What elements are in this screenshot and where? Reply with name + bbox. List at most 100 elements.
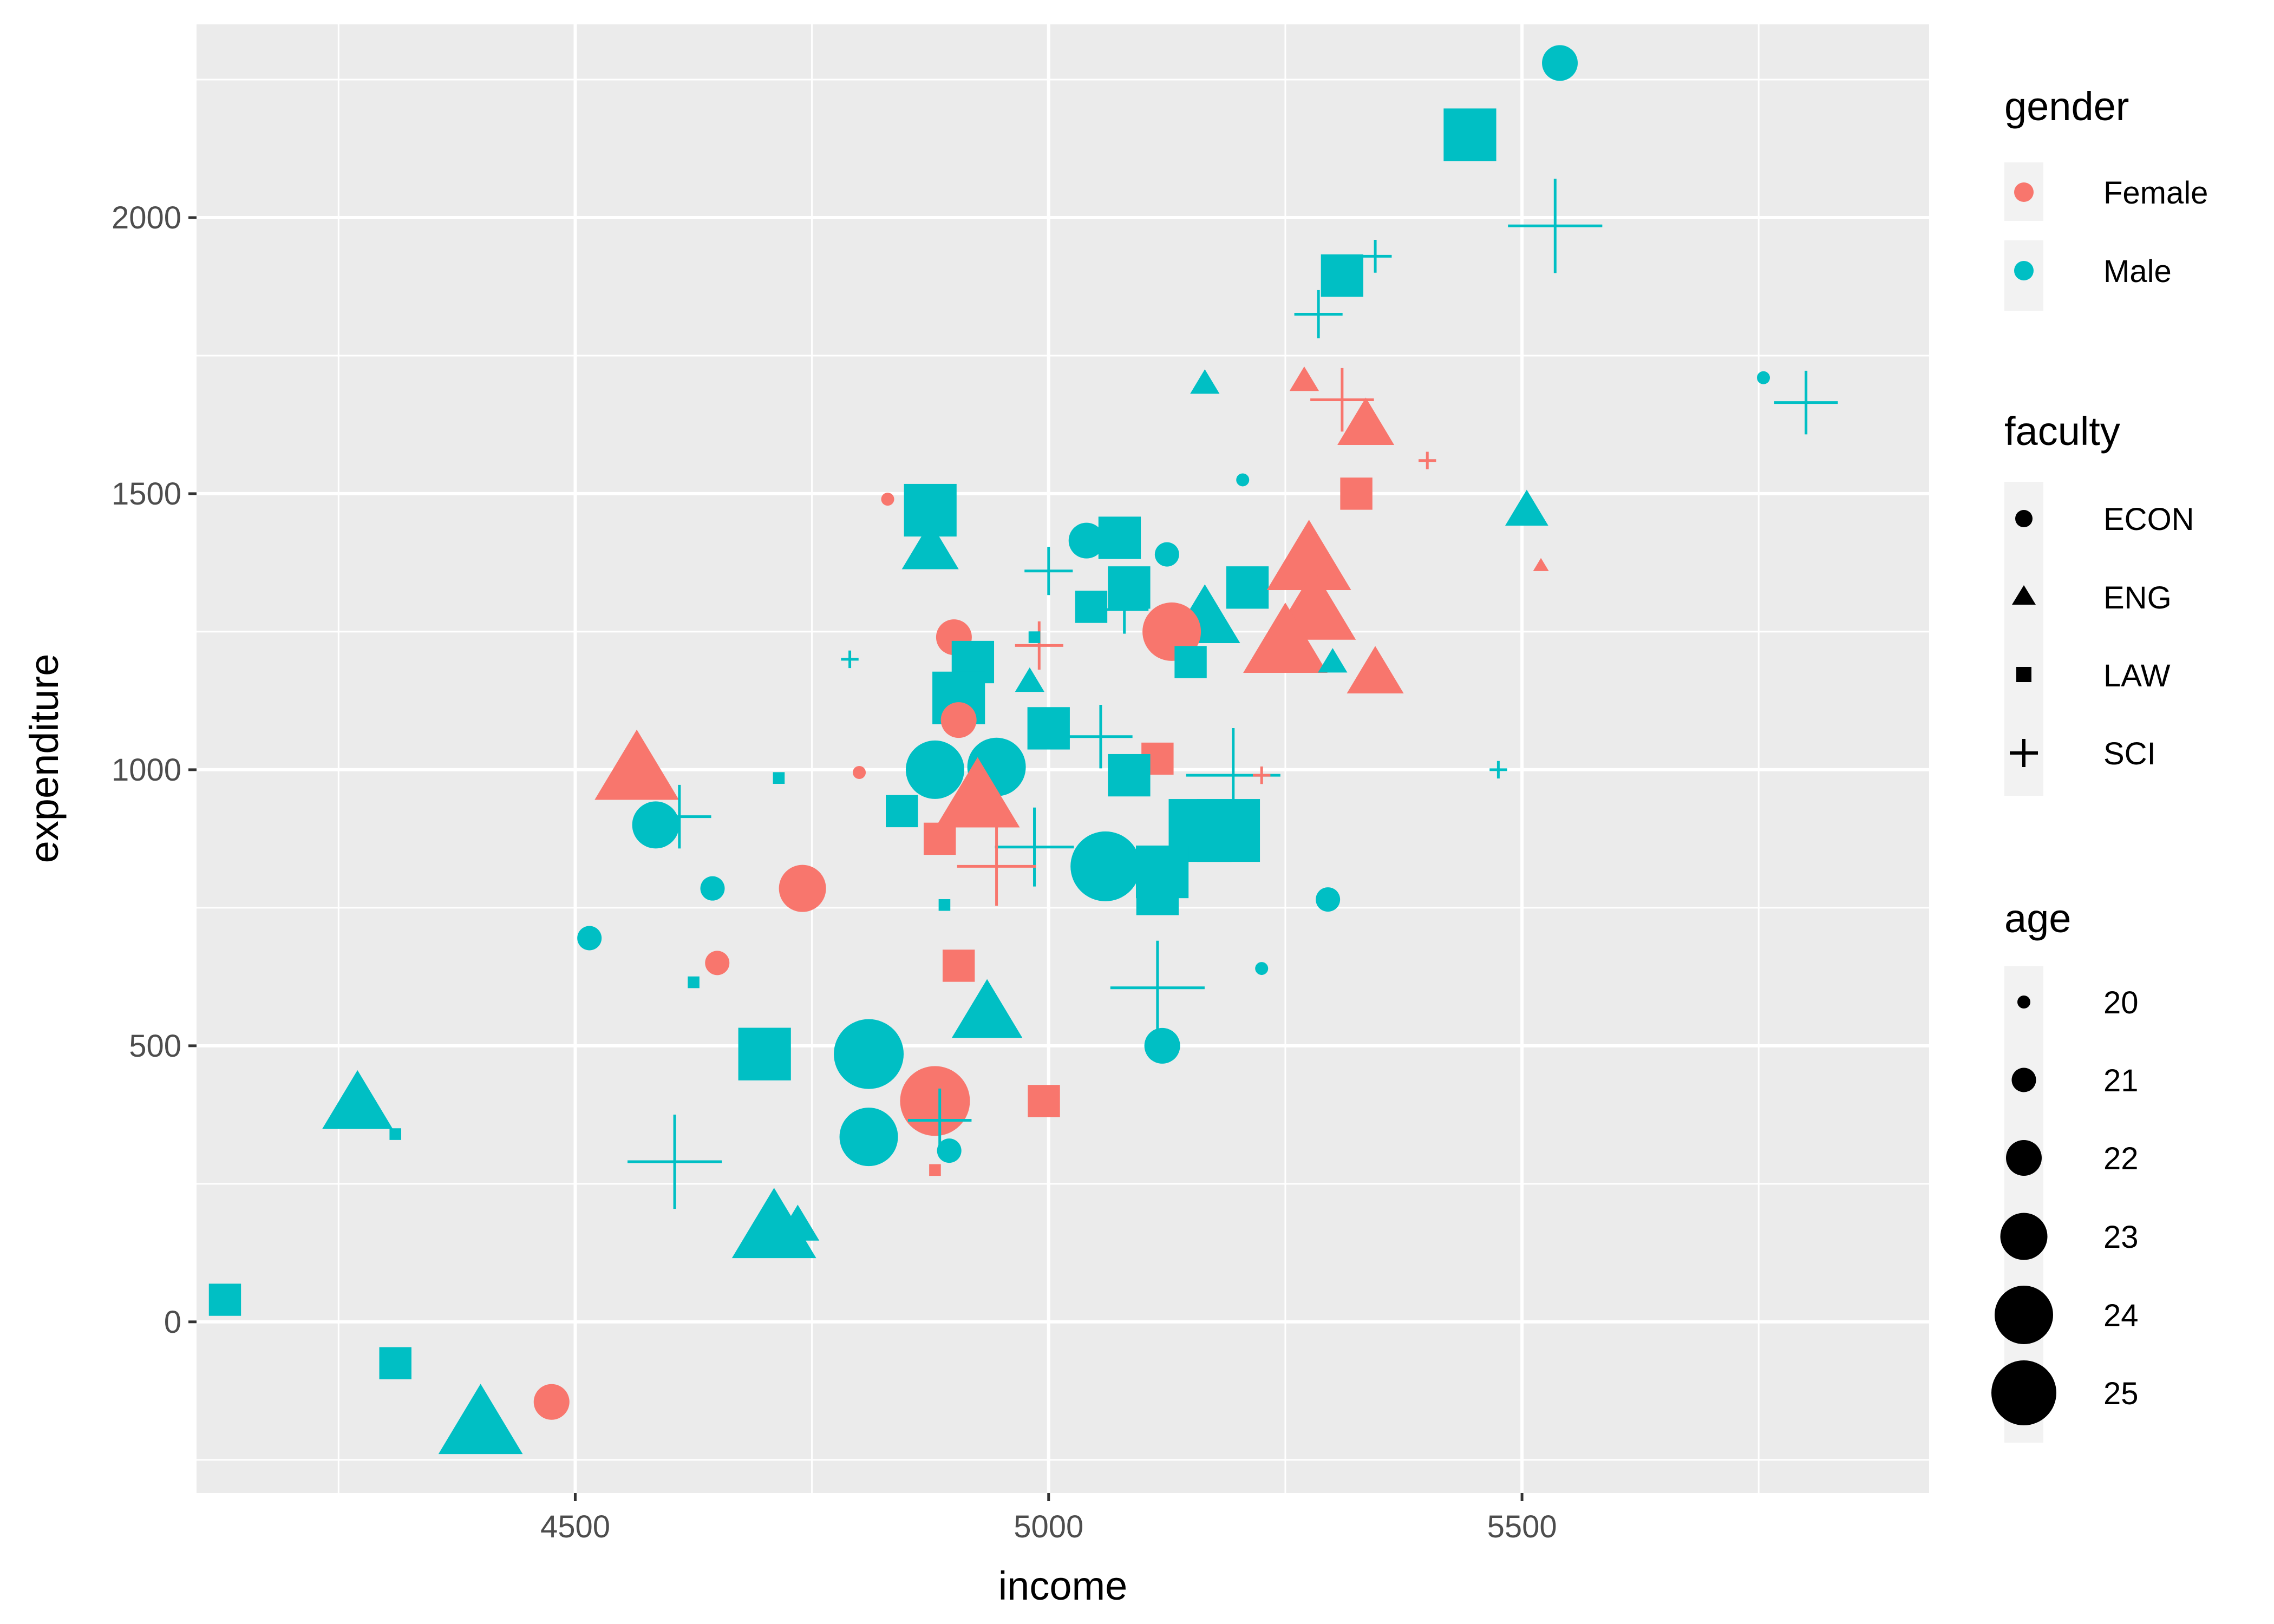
- data-point: [1266, 520, 1351, 590]
- legend-age-25-label: 25: [2103, 1376, 2139, 1411]
- data-point: [773, 772, 785, 784]
- legend-age-24-label: 24: [2103, 1298, 2139, 1333]
- data-point: [1226, 566, 1269, 609]
- data-points: [208, 45, 1838, 1455]
- data-point: [905, 740, 964, 799]
- data-point: [1015, 621, 1063, 670]
- x-axis-title: income: [998, 1563, 1128, 1608]
- data-point: [1197, 799, 1260, 862]
- data-point: [1419, 451, 1436, 469]
- legend-age-key: [2017, 996, 2030, 1009]
- legend-age-22-label: 22: [2103, 1141, 2139, 1176]
- data-point: [1108, 566, 1151, 609]
- data-point: [208, 1284, 241, 1316]
- legend-faculty-eng-label: ENG: [2103, 580, 2172, 615]
- legend-faculty-law-label: LAW: [2103, 658, 2171, 693]
- data-point: [700, 876, 725, 901]
- legend-age-keys: [1991, 996, 2056, 1425]
- x-tick-label: 4500: [540, 1509, 610, 1544]
- legend-gender: gender Female Male: [2004, 84, 2208, 311]
- data-point: [1321, 254, 1363, 297]
- data-point: [951, 979, 1023, 1038]
- data-point: [1027, 707, 1070, 750]
- legend-age-23-label: 23: [2103, 1220, 2139, 1255]
- data-point: [1774, 370, 1838, 435]
- legend-age-20-label: 20: [2103, 985, 2139, 1020]
- data-point: [935, 757, 1020, 828]
- data-point: [995, 807, 1074, 887]
- legend-faculty-law-key: [2016, 667, 2031, 682]
- legend-age-key: [2006, 1140, 2042, 1176]
- major-gridlines: [197, 24, 1929, 1493]
- data-point: [940, 702, 977, 738]
- data-point: [901, 521, 959, 569]
- data-point: [776, 1204, 820, 1241]
- data-point: [632, 801, 679, 849]
- legend-age-key: [1991, 1360, 2056, 1425]
- data-point: [533, 1384, 570, 1420]
- y-tick-label: 1000: [112, 752, 181, 788]
- data-point: [1024, 547, 1073, 595]
- data-point: [1505, 489, 1548, 526]
- legend-age-title: age: [2004, 896, 2071, 941]
- data-point: [834, 1019, 904, 1089]
- data-point: [1542, 45, 1578, 81]
- legend-faculty-econ-key: [2015, 510, 2033, 527]
- data-point: [907, 1088, 972, 1152]
- legend-age-key: [2000, 1213, 2048, 1260]
- data-point: [957, 827, 1036, 906]
- y-tick-label: 500: [129, 1029, 181, 1064]
- data-point: [1508, 179, 1603, 273]
- data-point: [1310, 368, 1374, 432]
- legend-age: age 20 21 22 23 24 25: [1991, 896, 2139, 1443]
- data-point: [1294, 290, 1343, 339]
- data-point: [1144, 1027, 1180, 1064]
- data-point: [577, 926, 602, 951]
- data-point: [1028, 631, 1041, 643]
- legend-gender-female-key: [2014, 182, 2034, 202]
- data-point: [1347, 646, 1404, 693]
- data-point: [1337, 397, 1395, 445]
- data-point: [1316, 887, 1341, 912]
- data-point: [379, 1347, 411, 1380]
- data-point: [1028, 1085, 1060, 1117]
- legend-gender-male-label: Male: [2103, 254, 2172, 289]
- y-tick-label: 1500: [112, 476, 181, 512]
- legend-age-21-label: 21: [2103, 1063, 2139, 1098]
- legend-faculty-sci-label: SCI: [2103, 736, 2156, 771]
- legend-gender-female-label: Female: [2103, 175, 2208, 211]
- plot-panel: [197, 24, 1929, 1493]
- data-point: [1070, 831, 1141, 901]
- x-tick-label: 5500: [1487, 1509, 1557, 1544]
- data-point: [1489, 761, 1507, 779]
- data-point: [705, 951, 730, 975]
- legend-faculty-sci-key: [2010, 739, 2038, 767]
- data-point: [1110, 940, 1205, 1035]
- data-point: [938, 899, 951, 911]
- x-axis: 4500 5000 5500: [540, 1493, 1557, 1544]
- data-point: [1358, 239, 1392, 273]
- data-point: [1098, 516, 1141, 559]
- legend-faculty-econ-label: ECON: [2103, 502, 2194, 537]
- data-point: [627, 1114, 722, 1209]
- data-point: [1069, 704, 1133, 769]
- data-point: [1075, 591, 1108, 623]
- data-point: [1289, 366, 1319, 391]
- data-point: [839, 1108, 898, 1167]
- data-point: [1015, 667, 1044, 692]
- data-point: [1174, 646, 1207, 678]
- data-point: [1243, 603, 1328, 673]
- data-point: [688, 976, 700, 988]
- data-point: [1100, 585, 1149, 634]
- data-point: [942, 949, 975, 982]
- data-point: [841, 650, 859, 669]
- data-point: [1190, 369, 1220, 394]
- legend-faculty: faculty ECON ENG LAW SCI: [2004, 409, 2194, 796]
- minor-gridlines: [197, 24, 1929, 1493]
- data-point: [937, 1138, 962, 1163]
- legend-gender-title: gender: [2004, 84, 2129, 129]
- data-point: [1108, 754, 1151, 797]
- data-point: [1253, 766, 1271, 784]
- data-point: [1756, 371, 1770, 384]
- data-point: [1255, 962, 1269, 975]
